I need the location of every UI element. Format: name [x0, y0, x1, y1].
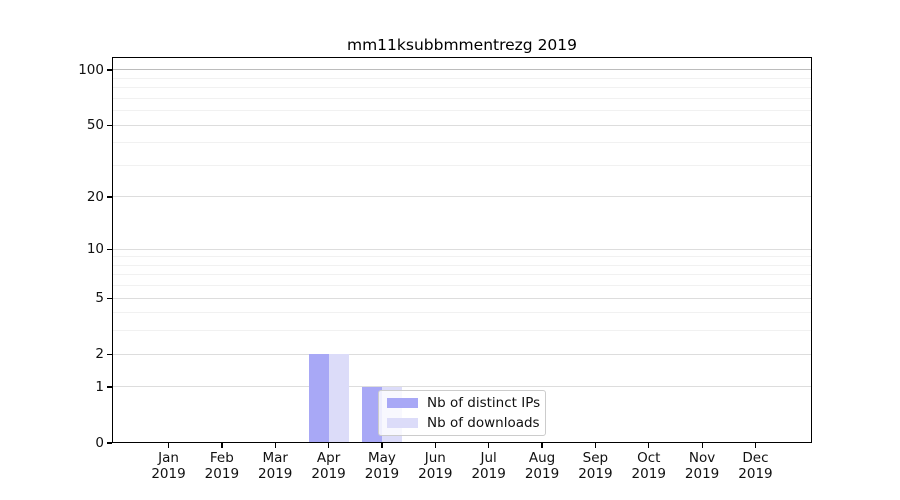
x-axis-tick: [488, 443, 490, 448]
x-tick-label: Jan 2019: [151, 450, 186, 482]
y-tick-label: 20: [86, 188, 104, 205]
chart-title: mm11ksubbmmentrezg 2019: [346, 36, 578, 54]
gridline-minor: [112, 285, 812, 287]
y-axis-tick: [107, 196, 112, 198]
gridline-major: [112, 297, 812, 299]
bar-distinct-ips-may: [361, 386, 382, 443]
legend-entry: Nb of distinct IPs: [387, 395, 541, 411]
x-axis-tick: [754, 443, 757, 448]
y-axis-tick: [107, 353, 112, 355]
x-axis-tick: [274, 443, 276, 448]
x-tick-label: Sep 2019: [578, 450, 613, 482]
y-axis-tick: [107, 69, 112, 71]
legend-swatch-downloads: [387, 418, 418, 428]
y-axis-tick: [107, 124, 112, 126]
x-tick-label: Mar 2019: [258, 450, 293, 482]
gridline-minor: [112, 312, 812, 314]
legend-entry: Nb of downloads: [387, 415, 540, 431]
x-tick-label: Aug 2019: [524, 450, 560, 482]
x-tick-label: Dec 2019: [738, 450, 773, 482]
bar-distinct-ips-apr: [308, 354, 329, 443]
y-tick-label: 50: [86, 117, 104, 134]
gridline-major: [112, 353, 812, 355]
gridline-major: [112, 196, 812, 198]
gridline-minor: [112, 87, 812, 89]
gridline-minor: [112, 77, 812, 79]
y-tick-label: 1: [95, 378, 104, 395]
y-axis-tick: [107, 386, 112, 388]
x-axis-tick: [221, 443, 223, 448]
x-axis-tick: [167, 443, 170, 448]
legend-swatch-distinct-ips: [387, 398, 418, 408]
gridline-minor: [112, 330, 812, 332]
gridline-minor: [112, 97, 812, 99]
y-tick-label: 2: [95, 346, 104, 363]
x-tick-label: Feb 2019: [204, 450, 240, 482]
bar-downloads-apr: [328, 354, 349, 443]
y-tick-label: 5: [95, 290, 104, 307]
x-axis-tick: [701, 443, 703, 448]
y-tick-label: 10: [86, 241, 104, 258]
x-axis-tick: [327, 443, 330, 448]
x-tick-label: May 2019: [364, 450, 400, 482]
y-tick-label: 0: [95, 435, 104, 451]
x-axis-tick: [648, 443, 650, 448]
gridline-major: [112, 248, 812, 250]
gridline-major: [112, 386, 812, 388]
x-axis-tick: [381, 443, 383, 448]
x-tick-label: Oct 2019: [631, 450, 666, 482]
gridline-major: [112, 69, 812, 71]
x-tick-label: Nov 2019: [684, 450, 720, 482]
x-tick-label: Apr 2019: [311, 450, 346, 482]
x-axis-tick: [541, 443, 543, 448]
gridline-minor: [112, 274, 812, 276]
x-tick-label: Jul 2019: [471, 450, 506, 482]
y-axis-tick: [107, 442, 112, 444]
x-axis-tick: [434, 443, 436, 448]
gridline-major: [112, 124, 812, 126]
legend: Nb of distinct IPs Nb of downloads: [378, 390, 546, 436]
y-axis-tick: [107, 248, 112, 250]
gridline-minor: [112, 264, 812, 266]
gridline-minor: [112, 142, 812, 144]
plot-area: [112, 57, 812, 443]
legend-label-distinct-ips: Nb of distinct IPs: [427, 395, 541, 411]
gridline-minor: [112, 110, 812, 112]
legend-label-downloads: Nb of downloads: [427, 415, 540, 431]
y-axis-tick: [107, 297, 112, 299]
x-axis-tick: [594, 443, 597, 448]
y-tick-label: 100: [78, 61, 104, 78]
gridline-minor: [112, 164, 812, 166]
x-tick-label: Jun 2019: [418, 450, 453, 482]
gridline-minor: [112, 256, 812, 258]
